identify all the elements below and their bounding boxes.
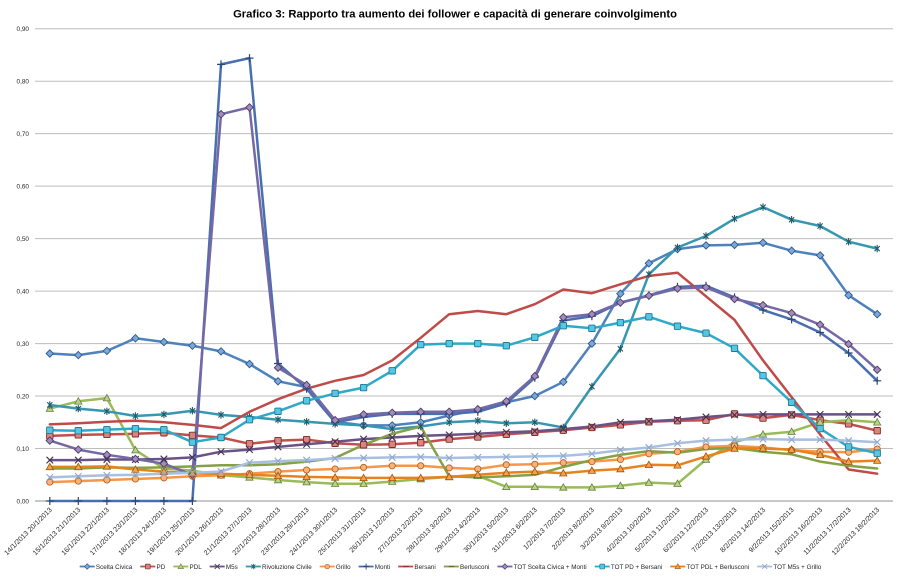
svg-text:TOT PDL + Berlusconi: TOT PDL + Berlusconi — [687, 564, 750, 571]
svg-text:0,50: 0,50 — [17, 236, 30, 243]
svg-text:0,60: 0,60 — [17, 183, 30, 190]
svg-text:0,40: 0,40 — [17, 288, 30, 295]
svg-text:PD: PD — [157, 564, 166, 571]
svg-text:M5s: M5s — [226, 564, 238, 571]
svg-text:0,90: 0,90 — [17, 26, 30, 33]
svg-text:0,30: 0,30 — [17, 341, 30, 348]
svg-text:TOT M5s + Grillo: TOT M5s + Grillo — [773, 564, 821, 571]
svg-text:0,70: 0,70 — [17, 131, 30, 138]
svg-text:Bersani: Bersani — [414, 564, 435, 571]
svg-text:Berlusconi: Berlusconi — [460, 564, 489, 571]
svg-text:Grafico 3: Rapporto tra aument: Grafico 3: Rapporto tra aumento dei foll… — [233, 8, 677, 20]
svg-text:PDL: PDL — [190, 564, 203, 571]
svg-text:Grillo: Grillo — [336, 564, 351, 571]
svg-text:TOT PD + Bersani: TOT PD + Bersani — [611, 564, 662, 571]
svg-text:Rivoluzione Civile: Rivoluzione Civile — [262, 564, 312, 571]
svg-text:0,10: 0,10 — [17, 446, 30, 453]
svg-text:Scelta Civica: Scelta Civica — [96, 564, 133, 571]
svg-text:0,80: 0,80 — [17, 79, 30, 86]
svg-text:TOT Scelta Civica + Monti: TOT Scelta Civica + Monti — [514, 564, 587, 571]
svg-text:0,00: 0,00 — [17, 498, 30, 505]
svg-text:Monti: Monti — [375, 564, 390, 571]
svg-text:0,20: 0,20 — [17, 393, 30, 400]
